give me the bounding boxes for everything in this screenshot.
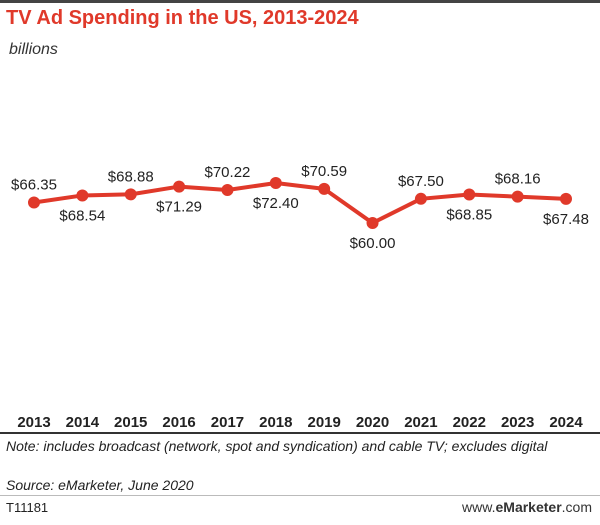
data-label-2018: $72.40: [253, 195, 299, 212]
data-label-2015: $68.88: [108, 168, 154, 185]
brand-prefix: www.: [462, 499, 496, 515]
x-tick-label-2014: 2014: [66, 414, 100, 431]
x-tick-label-2013: 2013: [17, 414, 50, 431]
data-point-2014: [76, 189, 89, 202]
data-point-2017: [221, 184, 234, 197]
x-tick-label-2015: 2015: [114, 414, 147, 431]
chart-id: T11181: [6, 500, 49, 515]
data-label-2016: $71.29: [156, 199, 202, 216]
data-label-2022: $68.85: [446, 206, 492, 223]
top-rule: [0, 0, 600, 3]
brand-name: eMarketer: [495, 499, 562, 515]
x-tick-label-2023: 2023: [501, 414, 534, 431]
x-tick-label-2020: 2020: [356, 414, 389, 431]
data-label-2013: $66.35: [11, 177, 57, 194]
data-point-2024: [560, 192, 572, 205]
data-label-2024: $67.48: [543, 211, 589, 228]
x-tick-label-2019: 2019: [307, 414, 340, 431]
x-tick-label-2021: 2021: [404, 414, 437, 431]
x-tick-label-2022: 2022: [453, 414, 486, 431]
data-label-2023: $68.16: [495, 171, 541, 188]
data-point-2021: [414, 192, 427, 205]
x-tick-label-2017: 2017: [211, 414, 244, 431]
data-point-2013: [28, 196, 40, 209]
data-point-2015: [124, 188, 137, 201]
chart-source: Source: eMarketer, June 2020: [6, 477, 194, 493]
data-label-2019: $70.59: [301, 163, 347, 180]
chart-title: TV Ad Spending in the US, 2013-2024: [6, 7, 359, 29]
data-label-2017: $70.22: [205, 164, 251, 181]
footer-rule: [0, 495, 600, 496]
brand-url[interactable]: www.eMarketer.com: [462, 499, 592, 515]
line-chart: $66.35 2013 $68.54 2014 $68.88 2015 $71.29 2016…: [11, 163, 589, 431]
data-point-2018: [269, 177, 282, 189]
data-point-2022: [463, 188, 476, 201]
chart-subtitle: billions: [9, 41, 58, 58]
brand-suffix: .com: [561, 499, 592, 515]
data-point-2023: [511, 190, 524, 203]
x-tick-label-2016: 2016: [162, 414, 195, 431]
data-label-2021: $67.50: [398, 173, 444, 190]
data-label-2014: $68.54: [59, 207, 105, 224]
chart-note: Note: includes broadcast (network, spot …: [6, 438, 548, 454]
data-point-2020: [366, 217, 379, 229]
series-line: [33, 181, 567, 225]
data-point-2019: [318, 182, 331, 195]
x-axis-rule: [0, 432, 600, 434]
x-tick-label-2018: 2018: [259, 414, 292, 431]
data-point-2016: [173, 180, 186, 193]
data-label-2020: $60.00: [350, 235, 396, 252]
x-tick-label-2024: 2024: [549, 414, 583, 431]
